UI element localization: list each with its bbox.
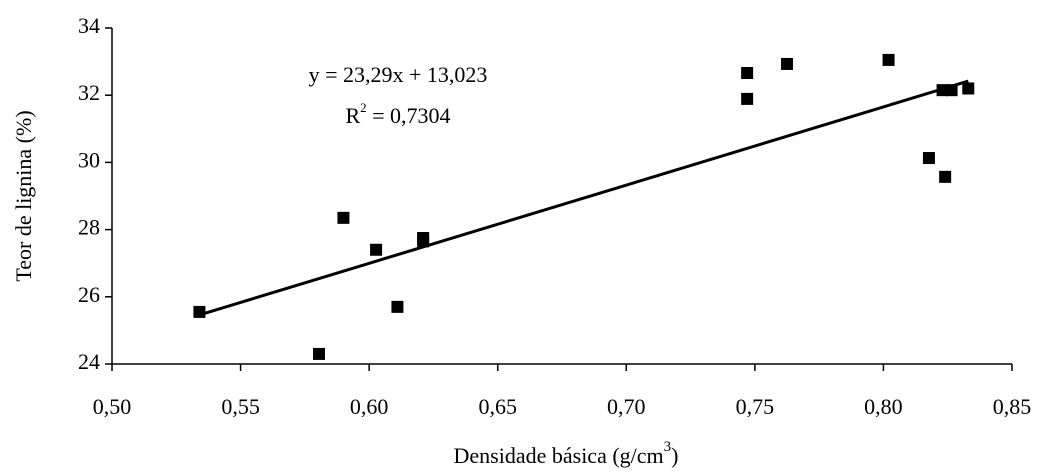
point <box>313 347 325 360</box>
x-tick-label: 0,80 <box>864 394 903 419</box>
point <box>939 170 952 183</box>
r2-base: R <box>345 103 360 128</box>
x-title-text: Densidade básica (g/cm <box>454 443 664 468</box>
point <box>741 92 754 105</box>
point <box>945 84 958 97</box>
point <box>370 243 383 256</box>
point <box>922 152 935 165</box>
y-tick-label: 24 <box>78 349 100 374</box>
x-tick-label: 0,50 <box>93 394 132 419</box>
x-title-sup: 3 <box>664 439 672 455</box>
point <box>882 53 895 66</box>
x-tick-label: 0,65 <box>478 394 517 419</box>
point <box>781 57 793 70</box>
x-tick-label: 0,75 <box>736 394 775 419</box>
y-tick-label: 26 <box>78 282 100 307</box>
y-tick-label: 30 <box>78 147 100 172</box>
x-axis-title: Densidade básica (g/cm3) <box>454 439 679 468</box>
x-tick-label: 0,85 <box>993 394 1032 419</box>
point <box>391 300 404 313</box>
point <box>417 235 430 248</box>
y-axis-title: Teor de lignina (%) <box>11 110 36 281</box>
y-tick-label: 32 <box>78 80 100 105</box>
x-title-end: ) <box>671 443 678 468</box>
trendline <box>198 79 969 317</box>
point <box>962 82 975 95</box>
point <box>193 305 206 318</box>
y-tick-label: 34 <box>78 13 100 38</box>
y-tick-label: 28 <box>78 215 100 240</box>
equation: y = 23,29x + 13,023 <box>309 62 488 87</box>
x-tick-label: 0,70 <box>607 394 646 419</box>
r2-sup: 2 <box>360 100 367 115</box>
x-tick-label: 0,60 <box>350 394 389 419</box>
r-squared: R2 = 0,7304 <box>345 100 450 128</box>
point <box>337 211 350 224</box>
point <box>741 67 754 80</box>
r2-rest: = 0,7304 <box>367 103 451 128</box>
x-tick-label: 0,55 <box>221 394 260 419</box>
